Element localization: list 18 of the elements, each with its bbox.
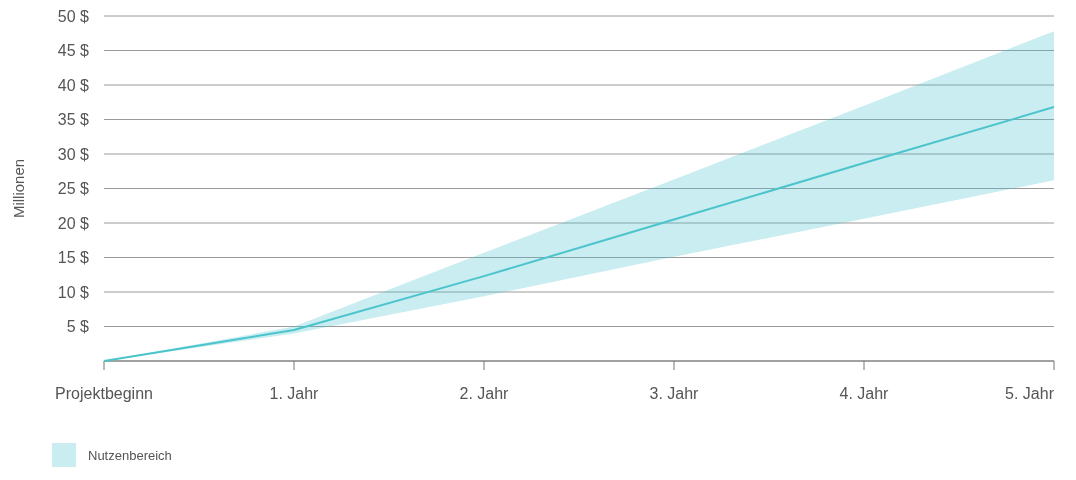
y-axis-title: Millionen	[10, 158, 27, 219]
y-tick-label: 15 $	[57, 249, 90, 267]
y-tick-label: 50 $	[57, 7, 90, 25]
x-tick-label: Projektbeginn	[55, 385, 153, 402]
x-tick-label: 1. Jahr	[269, 385, 320, 402]
y-tick-label: 45 $	[57, 42, 90, 60]
y-tick-label: 30 $	[57, 145, 90, 163]
y-tick-label: 25 $	[57, 180, 90, 198]
x-tick-label: 5. Jahr	[1005, 385, 1055, 402]
x-tick-label: 4. Jahr	[839, 385, 890, 402]
x-tick-label: 2. Jahr	[459, 385, 510, 402]
y-tick-label: 20 $	[57, 214, 90, 232]
y-tick-label: 5 $	[66, 318, 90, 336]
y-tick-label: 40 $	[57, 76, 90, 94]
y-tick-label: 35 $	[57, 111, 90, 129]
legend-label: Nutzenbereich	[88, 447, 172, 463]
x-tick-label: 3. Jahr	[649, 385, 700, 402]
y-tick-label: 10 $	[57, 283, 90, 301]
